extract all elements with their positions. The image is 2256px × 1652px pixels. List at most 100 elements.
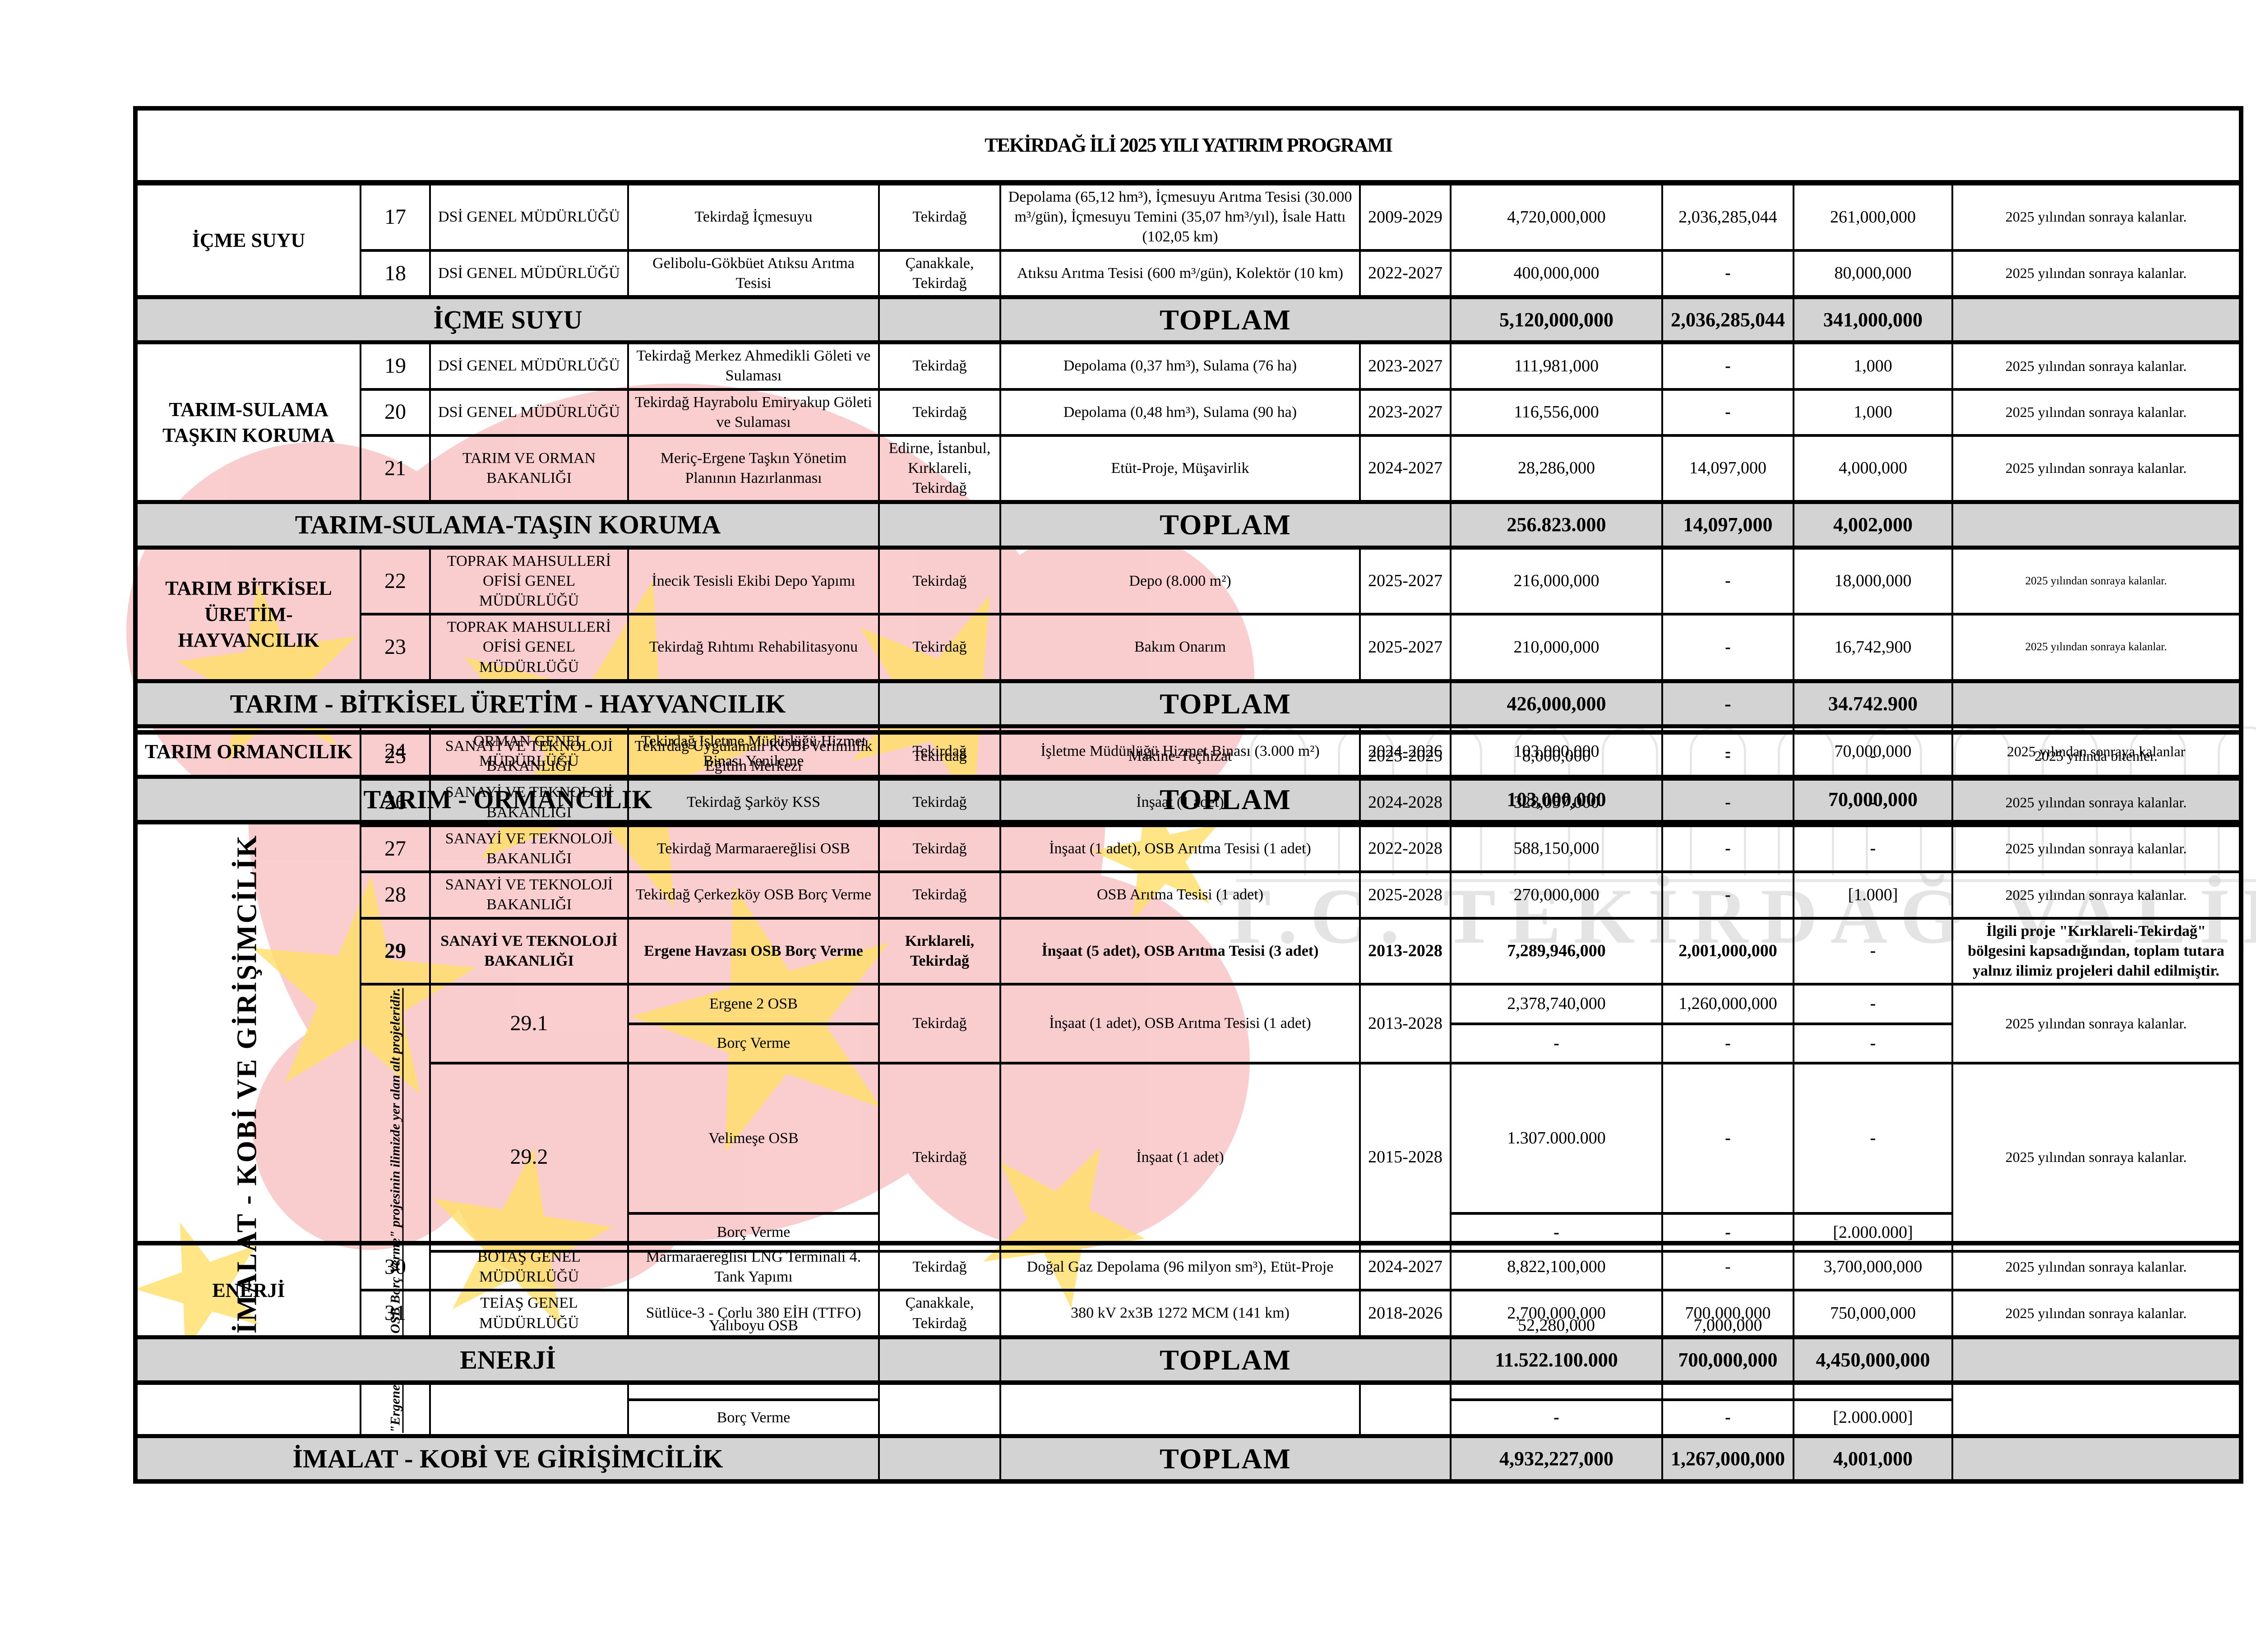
total-row-label: TARIM - BİTKİSEL ÜRETİM - HAYVANCILIK [134,679,880,728]
cell-total-cost: 216,000,000 [1450,546,1663,616]
cell-previous-years-expenditure: - [1661,546,1794,616]
cell-characteristics: Bakım Onarım [999,613,1361,683]
cell-row-number: 31 [360,1289,431,1339]
cell-years: 2023-2027 [1359,341,1452,391]
page-title: TEKİRDAĞ İLİ 2025 YILI YATIRIM PROGRAMI [134,107,2242,185]
cell-total-cost: 426,000,000 [1450,679,1663,728]
cell-ministry: BOTAŞ GENEL MÜDÜRLÜĞÜ [429,1241,629,1292]
cell-row-number: 21 [360,434,431,504]
cell-note: 2025 yılından sonraya kalanlar. [1951,249,2242,299]
cell-location [878,295,1001,345]
cell-total-cost: 4,932,227,000 [1450,1434,1663,1484]
cell-years: 2025-2028 [1359,870,1452,920]
cell-total-cost: 5,120,000,000 [1450,295,1663,345]
cell-years: 2023-2027 [1359,388,1452,437]
cell-note: İlgili proje "Kırklareli-Tekirdağ" bölge… [1951,916,2242,986]
cell-previous-years-expenditure: 700,000,000 [1661,1289,1794,1339]
cell-ministry: SANAYİ VE TEKNOLOJİ BAKANLIĞI [429,778,629,827]
cell-location: Tekirdağ [878,181,1001,252]
cell-note: 2025 yılından sonraya kalanlar. [1951,434,2242,504]
cell-total-cost: 111,981,000 [1450,341,1663,391]
cell-previous-years-expenditure: - [1661,778,1794,827]
cell-previous-years-expenditure: - [1661,1398,1794,1438]
toplam-label: TOPLAM [999,295,1452,345]
cell-project-name: Tekirdağ İçmesuyu [627,181,880,252]
cell-previous-years-expenditure: 2,036,285,044 [1661,181,1794,252]
cell-previous-years-expenditure: - [1661,1023,1794,1065]
cell-location: Tekirdağ [878,613,1001,683]
cell-sub-row-number: 29.2 [429,1062,629,1253]
cell-characteristics: İnşaat (1 adet), OSB Arıtma Tesisi (1 ad… [999,983,1361,1065]
cell-ministry: TOPRAK MAHSULLERİ OFİSİ GENEL MÜDÜRLÜĞÜ [429,613,629,683]
cell-characteristics: İnşaat (5 adet), OSB Arıtma Tesisi (3 ad… [999,916,1361,986]
cell-ministry: TARIM VE ORMAN BAKANLIĞI [429,434,629,504]
toplam-label: TOPLAM [999,679,1452,728]
cell-note: 2025 yılından sonraya kalanlar. [1951,1241,2242,1292]
cell-project-name: Tekirdağ Rıhtımı Rehabilitasyonu [627,613,880,683]
cell-years: 2025-2027 [1359,546,1452,616]
cell-years: 2024-2028 [1359,778,1452,827]
cell-location [878,1335,1001,1385]
cell-ministry: TEİAŞ GENEL MÜDÜRLÜĞÜ [429,1289,629,1339]
cell-allocation-2025: - [1793,1062,1953,1215]
cell-project-name: Tekirdağ Marmaraereğlisi OSB [627,824,880,874]
cell-sector: TARIM-SULAMA TAŞKIN KORUMA [134,341,361,504]
table-block-enerji: ENERJİ 30 BOTAŞ GENEL MÜDÜRLÜĞÜ Marmaraereğ… [133,1241,2243,1385]
cell-row-number: 30 [360,1241,431,1292]
cell-allocation-2025: 1,000 [1793,341,1953,391]
cell-characteristics: İnşaat (1 adet), OSB Arıtma Tesisi (1 ad… [999,824,1361,874]
cell-location: Tekirdağ [878,731,1001,781]
cell-row-number: 18 [360,249,431,299]
cell-total-cost: 588,150,000 [1450,824,1663,874]
cell-sector: İÇME SUYU [134,181,361,299]
cell-characteristics: Makine-Teçhizat [999,731,1361,781]
cell-allocation-2025: 4,001,000 [1793,1434,1953,1484]
cell-total-cost: 8,000,000 [1450,731,1663,781]
cell-total-cost: 256.823.000 [1450,500,1663,550]
cell-ministry: SANAYİ VE TEKNOLOJİ BAKANLIĞI [429,916,629,986]
cell-project-name: Ergene Havzası OSB Borç Verme [627,916,880,986]
cell-project-name: Tekirdağ Hayrabolu Emiryakup Göleti ve S… [627,388,880,437]
cell-characteristics: 380 kV 2x3B 1272 MCM (141 km) [999,1289,1361,1339]
cell-location: Tekirdağ [878,546,1001,616]
cell-characteristics: İnşaat (1 adet) [999,778,1361,827]
cell-project-name: Borç Verme [627,1398,880,1438]
cell-project-name: Tekirdağ Çerkezköy OSB Borç Verme [627,870,880,920]
cell-years: 2009-2029 [1359,181,1452,252]
cell-row-number: 25 [360,731,431,781]
cell-total-cost: 2,700,000,000 [1450,1289,1663,1339]
cell-note: 2025 yılından sonraya kalanlar. [1951,1062,2242,1253]
cell-allocation-2025: [2.000.000] [1793,1398,1953,1438]
cell-row-number: 23 [360,613,431,683]
cell-allocation-2025: 750,000,000 [1793,1289,1953,1339]
cell-location: Tekirdağ [878,778,1001,827]
cell-note [1951,1335,2242,1385]
cell-allocation-2025: 1,000 [1793,388,1953,437]
cell-years: 2024-2027 [1359,434,1452,504]
cell-project-name: İnecik Tesisli Ekibi Depo Yapımı [627,546,880,616]
cell-characteristics: Atıksu Arıtma Tesisi (600 m³/gün), Kolek… [999,249,1361,299]
cell-years: 2024-2027 [1359,1241,1452,1292]
cell-total-cost: 328,057,000 [1450,778,1663,827]
cell-note [1951,1434,2242,1484]
cell-project-name: Tekirdağ Şarköy KSS [627,778,880,827]
cell-project-name: Sütlüce-3 - Çorlu 380 EİH (TTFO) [627,1289,880,1339]
cell-previous-years-expenditure: 1,267,000,000 [1661,1434,1794,1484]
cell-allocation-2025: 341,000,000 [1793,295,1953,345]
cell-allocation-2025: 18,000,000 [1793,546,1953,616]
cell-note [1951,679,2242,728]
cell-previous-years-expenditure: 700,000,000 [1661,1335,1794,1385]
cell-allocation-2025: - [1793,1023,1953,1065]
toplam-label: TOPLAM [999,1434,1452,1484]
cell-ministry: SANAYİ VE TEKNOLOJİ BAKANLIĞI [429,824,629,874]
cell-ministry: DSİ GENEL MÜDÜRLÜĞÜ [429,249,629,299]
cell-total-cost: - [1450,1398,1663,1438]
cell-total-cost: 2,378,740,000 [1450,983,1663,1026]
cell-sector: TARIM BİTKİSEL ÜRETİM- HAYVANCILIK [134,546,361,683]
cell-years: 2025-2025 [1359,731,1452,781]
cell-project-name: Ergene 2 OSB [627,983,880,1026]
cell-allocation-2025: [1.000] [1793,870,1953,920]
cell-allocation-2025: - [1793,731,1953,781]
cell-characteristics: Depo (8.000 m²) [999,546,1361,616]
